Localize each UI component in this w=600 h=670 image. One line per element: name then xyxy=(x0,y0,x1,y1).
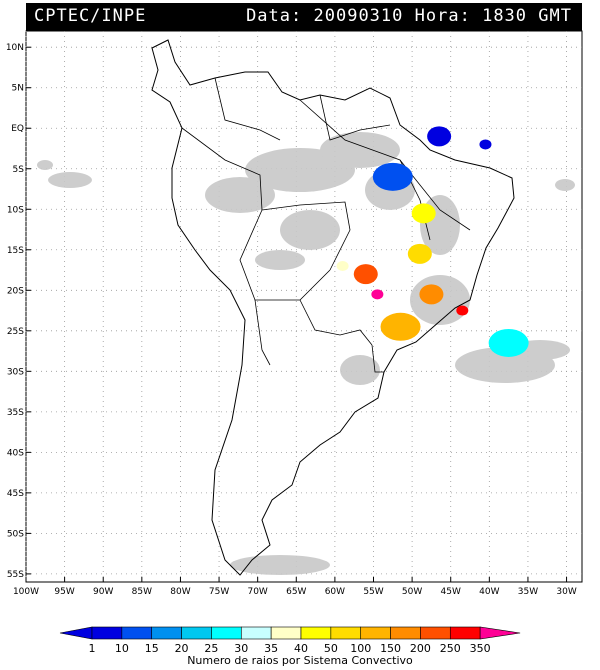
date-value: 20090310 xyxy=(313,6,404,26)
convective-system xyxy=(479,139,492,150)
lon-tick-label: 50W xyxy=(402,587,422,597)
color-legend: 1 10 15 20 25 30 35 40 50 100 150 200 250 350 xyxy=(59,626,521,655)
convective-system xyxy=(419,284,444,305)
legend-label: 200 xyxy=(410,642,431,655)
lat-tick-label: 55S xyxy=(7,570,24,580)
legend-swatch xyxy=(240,626,272,640)
legend-label: 50 xyxy=(324,642,338,655)
lon-tick-label: 80W xyxy=(170,587,190,597)
legend-swatch xyxy=(390,626,421,640)
lon-tick-label: 90W xyxy=(93,587,113,597)
convective-systems xyxy=(336,126,529,357)
map-header: CPTEC/INPE Data: 20090310 Hora: 1830 GMT xyxy=(26,3,582,31)
lon-tick-label: 45W xyxy=(441,587,461,597)
lon-tick-label: 100W xyxy=(13,587,39,597)
lat-tick-label: 30S xyxy=(7,367,24,377)
legend-arrow-right xyxy=(479,626,521,640)
graticule: 10N 5N EQ 5S 10S 15S 20S 25S 30S 35S 40S 45S 50S 55S 1… xyxy=(6,31,582,597)
cloud-cover xyxy=(37,132,575,575)
legend-label: 40 xyxy=(294,642,308,655)
legend-title: Numero de raios por Sistema Convectivo xyxy=(187,654,413,667)
legend-label: 15 xyxy=(145,642,159,655)
legend-label: 150 xyxy=(380,642,401,655)
lat-tick-label: 10N xyxy=(6,43,24,53)
source-label: CPTEC/INPE xyxy=(34,6,147,26)
legend-label: 25 xyxy=(204,642,218,655)
lat-tick-label: 5S xyxy=(13,165,25,175)
lat-tick-label: EQ xyxy=(11,124,24,134)
legend-swatch xyxy=(360,626,391,640)
legend-arrow-left xyxy=(59,626,93,640)
lat-tick-label: 35S xyxy=(7,408,24,418)
legend-swatch xyxy=(300,626,332,640)
convective-system xyxy=(427,126,452,147)
lon-tick-label: 75W xyxy=(209,587,229,597)
time-value: 1830 xyxy=(482,6,528,26)
lon-tick-label: 95W xyxy=(54,587,74,597)
convective-system xyxy=(372,162,413,191)
legend-swatch xyxy=(91,626,123,640)
convective-system xyxy=(336,260,349,271)
lat-tick-label: 15S xyxy=(7,246,24,256)
legend-label: 35 xyxy=(264,642,278,655)
lat-tick-label: 20S xyxy=(7,286,24,296)
legend-label: 1 xyxy=(89,642,96,655)
convective-system xyxy=(371,289,384,300)
legend-label: 100 xyxy=(350,642,371,655)
legend-swatch xyxy=(181,626,212,640)
lat-tick-label: 25S xyxy=(7,327,24,337)
convective-system xyxy=(456,305,469,316)
legend-label: 10 xyxy=(115,642,129,655)
legend-swatch xyxy=(211,626,242,640)
convective-system xyxy=(353,264,378,285)
lon-tick-label: 60W xyxy=(325,587,345,597)
lat-tick-label: 50S xyxy=(7,529,24,539)
lat-tick-label: 45S xyxy=(7,489,24,499)
convective-system xyxy=(488,328,529,357)
lon-tick-label: 40W xyxy=(479,587,499,597)
lat-tick-label: 10S xyxy=(7,205,24,215)
convective-system xyxy=(407,243,432,264)
lat-tick-label: 40S xyxy=(7,448,24,458)
country-borders xyxy=(181,77,471,373)
legend-swatch xyxy=(151,626,182,640)
lon-tick-label: 70W xyxy=(247,587,267,597)
legend-label: 350 xyxy=(470,642,491,655)
legend-swatch xyxy=(121,626,153,640)
legend-swatch xyxy=(270,626,302,640)
legend-label: 20 xyxy=(175,642,189,655)
date-label: Data: xyxy=(246,6,303,26)
lat-tick-label: 5N xyxy=(12,84,24,94)
timestamp: Data: 20090310 Hora: 1830 GMT xyxy=(246,6,572,26)
timezone: GMT xyxy=(538,6,572,26)
map-frame xyxy=(25,30,583,583)
time-label: Hora: xyxy=(414,6,471,26)
legend-label: 250 xyxy=(440,642,461,655)
legend-swatch xyxy=(449,626,481,640)
lon-tick-label: 30W xyxy=(556,587,576,597)
lon-tick-label: 85W xyxy=(132,587,152,597)
lon-tick-label: 65W xyxy=(286,587,306,597)
convective-system xyxy=(411,203,436,224)
legend-label: 30 xyxy=(234,642,248,655)
convective-system xyxy=(380,312,421,341)
legend-swatch xyxy=(420,626,451,640)
legend-swatch xyxy=(330,626,362,640)
lon-tick-label: 55W xyxy=(363,587,383,597)
lon-tick-label: 35W xyxy=(518,587,538,597)
